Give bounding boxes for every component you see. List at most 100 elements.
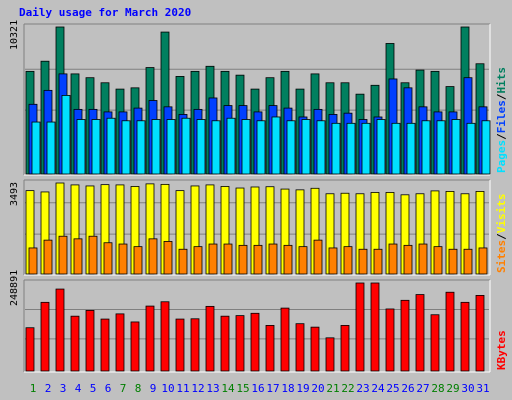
bar-sites-day-22 [343,246,353,275]
bar-pages-day-29 [451,119,461,175]
bar-kbytes-day-19 [295,323,305,372]
bar-sites-day-14 [223,243,233,275]
day-label-12: 12 [191,382,204,395]
day-label-31: 31 [476,382,489,395]
bar-kbytes-day-21 [325,337,335,372]
bar-sites-day-8 [133,246,143,275]
bar-pages-day-14 [226,117,236,175]
day-label-17: 17 [266,382,279,395]
panel-hits-files-pages: 10321 [9,20,491,176]
day-label-1: 1 [30,382,37,395]
bar-pages-day-8 [136,120,146,175]
legend-1: Sites/Visits [495,194,508,274]
bar-pages-day-25 [391,122,401,175]
bar-sites-day-29 [448,248,458,275]
bar-pages-day-20 [316,120,326,175]
bar-sites-day-13 [208,243,218,275]
legend-2: KBytes [495,330,508,370]
bar-kbytes-day-11 [175,318,185,372]
bar-sites-day-19 [298,246,308,275]
bar-pages-day-16 [256,120,266,175]
bar-pages-day-1 [31,121,41,175]
bar-pages-day-11 [181,117,191,175]
day-label-18: 18 [281,382,294,395]
bar-kbytes-day-8 [130,321,140,372]
bar-kbytes-day-7 [115,313,125,372]
bar-sites-day-3 [58,235,68,275]
bar-sites-day-4 [73,238,83,275]
bar-kbytes-day-6 [100,318,110,372]
day-label-8: 8 [135,382,142,395]
bar-pages-day-23 [361,122,371,175]
bar-sites-day-18 [283,244,293,275]
bar-kbytes-day-14 [220,315,230,372]
bar-pages-day-4 [76,119,86,175]
bar-sites-day-24 [373,248,383,275]
bar-pages-day-3 [61,95,71,175]
bar-sites-day-21 [328,247,338,275]
legend-entry-kbytes: KBytes [495,330,508,370]
day-label-29: 29 [446,382,459,395]
day-label-19: 19 [296,382,309,395]
legend-entry-hits: Hits [495,67,508,94]
bar-sites-day-15 [238,244,248,275]
panel-max-label: 3493 [9,182,20,206]
legend-entry-visits: Visits [495,194,508,234]
bar-kbytes-day-26 [400,299,410,372]
bar-sites-day-16 [253,244,263,275]
bar-pages-day-30 [466,122,476,175]
bar-pages-day-31 [481,120,491,175]
bar-sites-day-5 [88,235,98,275]
bar-sites-day-6 [103,242,113,275]
day-label-21: 21 [326,382,339,395]
day-label-9: 9 [150,382,157,395]
bar-pages-day-19 [301,119,311,175]
bar-sites-day-20 [313,239,323,275]
bar-sites-day-25 [388,243,398,275]
day-label-25: 25 [386,382,399,395]
bar-pages-day-5 [91,119,101,175]
day-label-6: 6 [105,382,112,395]
bar-pages-day-21 [331,122,341,175]
bar-kbytes-day-2 [40,301,50,372]
bar-pages-day-2 [46,121,56,175]
bar-pages-day-10 [166,119,176,175]
bar-kbytes-day-25 [385,308,395,372]
bar-kbytes-day-3 [55,288,65,372]
day-label-3: 3 [60,382,67,395]
bar-sites-day-11 [178,248,188,275]
panel-max-label: 248891 [9,270,20,306]
bar-kbytes-day-5 [85,310,95,372]
bar-sites-day-9 [148,238,158,275]
legend-entry-sites: Sites [495,240,508,273]
day-label-23: 23 [356,382,369,395]
bar-kbytes-day-12 [190,318,200,372]
bar-sites-day-12 [193,246,203,275]
bar-sites-day-26 [403,244,413,275]
bar-kbytes-day-31 [475,295,485,372]
day-labels: 1 2 3 4 5 6 7 8 9 10 11 12 13 14 15 16 17 18 19 20 21 22 23 24 2… [30,382,490,395]
bar-kbytes-day-22 [340,325,350,372]
bar-pages-day-15 [241,119,251,175]
legend-entry-pages: Pages [495,140,508,173]
panel-kbytes: 248891 [9,270,491,373]
bar-kbytes-day-15 [235,315,245,372]
bar-pages-day-12 [196,119,206,175]
bar-sites-day-30 [463,248,473,275]
day-label-5: 5 [90,382,97,395]
day-label-24: 24 [371,382,385,395]
bar-kbytes-day-16 [250,312,260,372]
day-label-13: 13 [206,382,219,395]
bar-kbytes-day-28 [430,314,440,372]
bar-sites-day-31 [478,247,488,275]
bar-sites-day-23 [358,248,368,275]
day-label-11: 11 [176,382,189,395]
day-label-30: 30 [461,382,474,395]
legend-entry-files: Files [495,100,508,133]
bar-sites-day-10 [163,241,173,275]
day-label-7: 7 [120,382,127,395]
bar-pages-day-26 [406,122,416,175]
day-label-26: 26 [401,382,414,395]
bar-sites-day-7 [118,243,128,275]
